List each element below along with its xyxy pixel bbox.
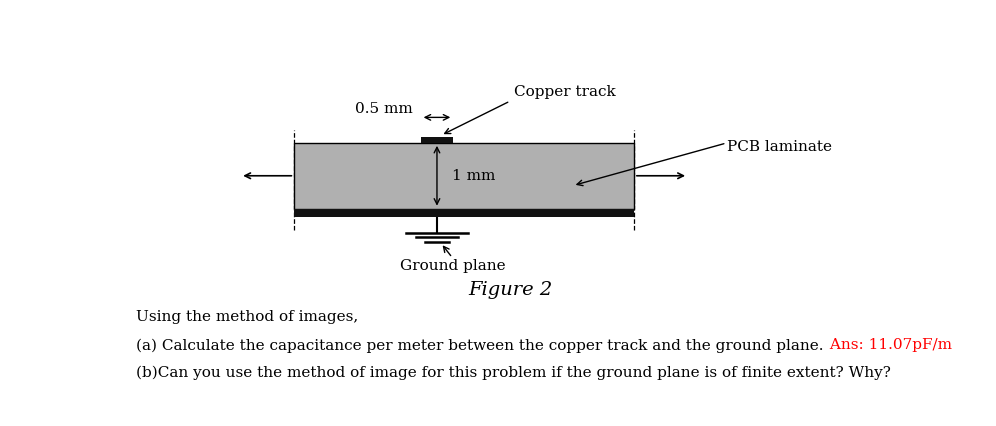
Bar — [420, 137, 453, 143]
Text: 0.5 mm: 0.5 mm — [356, 102, 413, 116]
Text: Ground plane: Ground plane — [399, 259, 505, 273]
Text: (b)Can you use the method of image for this problem if the ground plane is of fi: (b)Can you use the method of image for t… — [136, 366, 891, 380]
Text: Using the method of images,: Using the method of images, — [136, 310, 359, 324]
Bar — [295, 143, 634, 209]
Text: (a) Calculate the capacitance per meter between the copper track and the ground : (a) Calculate the capacitance per meter … — [136, 338, 824, 353]
Text: PCB laminate: PCB laminate — [727, 140, 832, 154]
Bar — [295, 209, 634, 217]
Text: Ans: 11.07pF/m: Ans: 11.07pF/m — [825, 338, 952, 352]
Text: Copper track: Copper track — [514, 85, 616, 99]
Text: 1 mm: 1 mm — [452, 169, 496, 183]
Text: Figure 2: Figure 2 — [468, 281, 553, 299]
